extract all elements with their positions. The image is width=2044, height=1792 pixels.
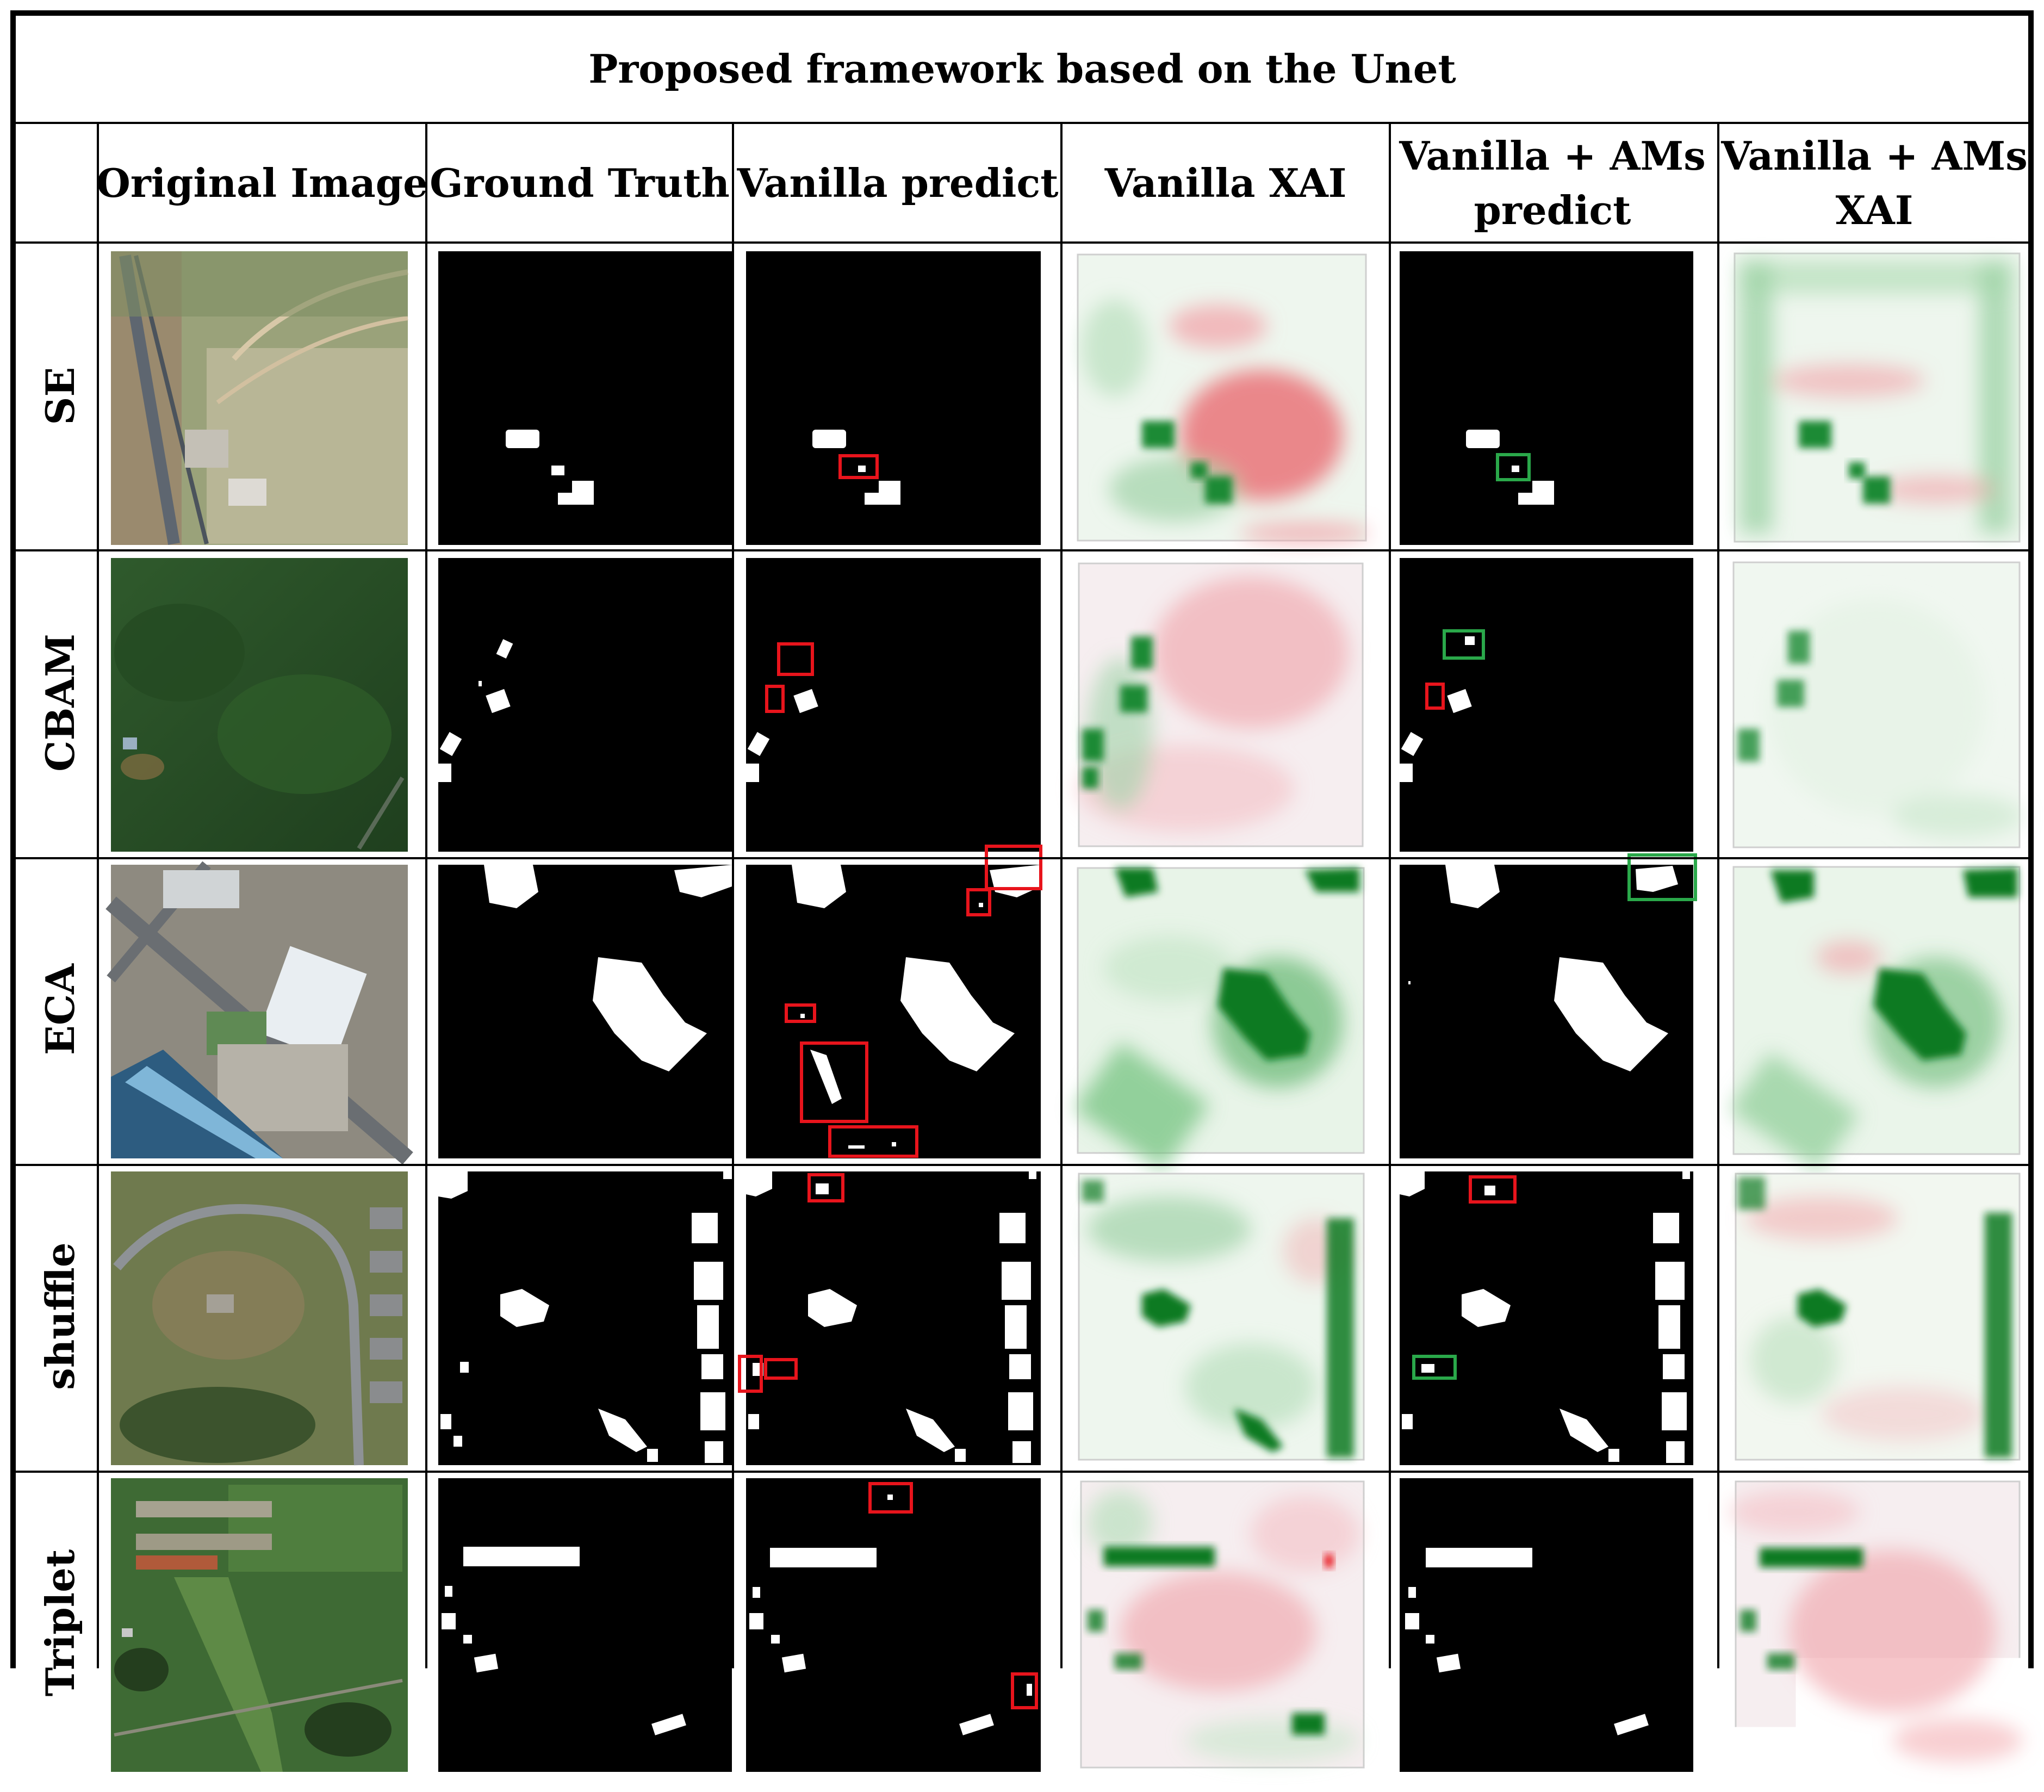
column-header-vanilla-predict: Vanilla predict [737, 160, 1059, 206]
column-header-vanilla-ams-predict: Vanilla + AMs predict [1399, 133, 1706, 233]
row-label-shuffle: shuffle [37, 1242, 83, 1390]
vanilla-ams-xai-map-eca [1730, 867, 2020, 1173]
original-image-triplet [111, 1478, 408, 1772]
ground-truth-mask-eca [438, 865, 732, 1158]
vanilla-predict-mask-shuffle [740, 1171, 1041, 1465]
ground-truth-mask-shuffle [438, 1171, 732, 1465]
vanilla-ams-xai-map-cbam [1734, 562, 2023, 847]
column-header-label: Original Image [96, 160, 428, 206]
vanilla-ams-predict-mask-shuffle [1400, 1171, 1693, 1465]
vanilla-xai-map-se [1078, 255, 1370, 544]
vanilla-ams-xai-map-shuffle [1736, 1174, 2020, 1460]
vanilla-ams-predict-mask-triplet [1400, 1478, 1693, 1772]
vanilla-ams-predict-mask-cbam [1400, 558, 1693, 852]
vanilla-xai-map-triplet [1081, 1481, 1364, 1768]
row-label-cbam: CBAM [37, 634, 83, 772]
column-header-label: Vanilla XAI [1104, 160, 1347, 206]
vanilla-ams-xai-map-triplet [1729, 1481, 2023, 1768]
vanilla-xai-map-shuffle [1079, 1174, 1364, 1460]
ground-truth-mask-cbam [438, 558, 732, 852]
row-label-se: SE [37, 367, 83, 425]
vanilla-ams-predict-mask-eca [1400, 855, 1695, 1158]
column-header-ground-truth: Ground Truth [430, 160, 730, 206]
original-image-se [111, 251, 408, 545]
vanilla-ams-predict-mask-se [1400, 251, 1693, 545]
row-label-triplet: Triplet [37, 1549, 83, 1696]
column-header-label: Vanilla + AMs [1720, 133, 2028, 179]
ground-truth-mask-triplet [438, 1478, 732, 1772]
column-header-vanilla-xai: Vanilla XAI [1104, 160, 1347, 206]
vanilla-predict-mask-cbam [746, 558, 1041, 852]
column-header-label: Vanilla predict [737, 160, 1059, 206]
vanilla-predict-mask-eca [746, 846, 1041, 1158]
vanilla-predict-mask-triplet [746, 1478, 1041, 1772]
figure-title: Proposed framework based on the Unet [588, 46, 1456, 92]
vanilla-xai-map-eca [1074, 868, 1364, 1171]
column-header-label: Ground Truth [430, 160, 730, 206]
original-image-cbam [111, 558, 408, 852]
vanilla-ams-xai-map-se [1735, 253, 2020, 542]
vanilla-xai-map-cbam [1077, 563, 1363, 846]
original-image-eca [111, 865, 408, 1158]
column-header-original-image: Original Image [96, 160, 428, 206]
column-header-label: XAI [1836, 187, 1913, 233]
vanilla-predict-mask-se [746, 251, 1041, 545]
column-header-vanilla-ams-xai: Vanilla + AMs XAI [1720, 133, 2028, 233]
column-header-label: predict [1474, 187, 1631, 233]
ground-truth-mask-se [438, 251, 732, 545]
original-image-shuffle [111, 1171, 408, 1465]
row-label-eca: ECA [37, 963, 83, 1055]
column-header-label: Vanilla + AMs [1399, 133, 1706, 179]
